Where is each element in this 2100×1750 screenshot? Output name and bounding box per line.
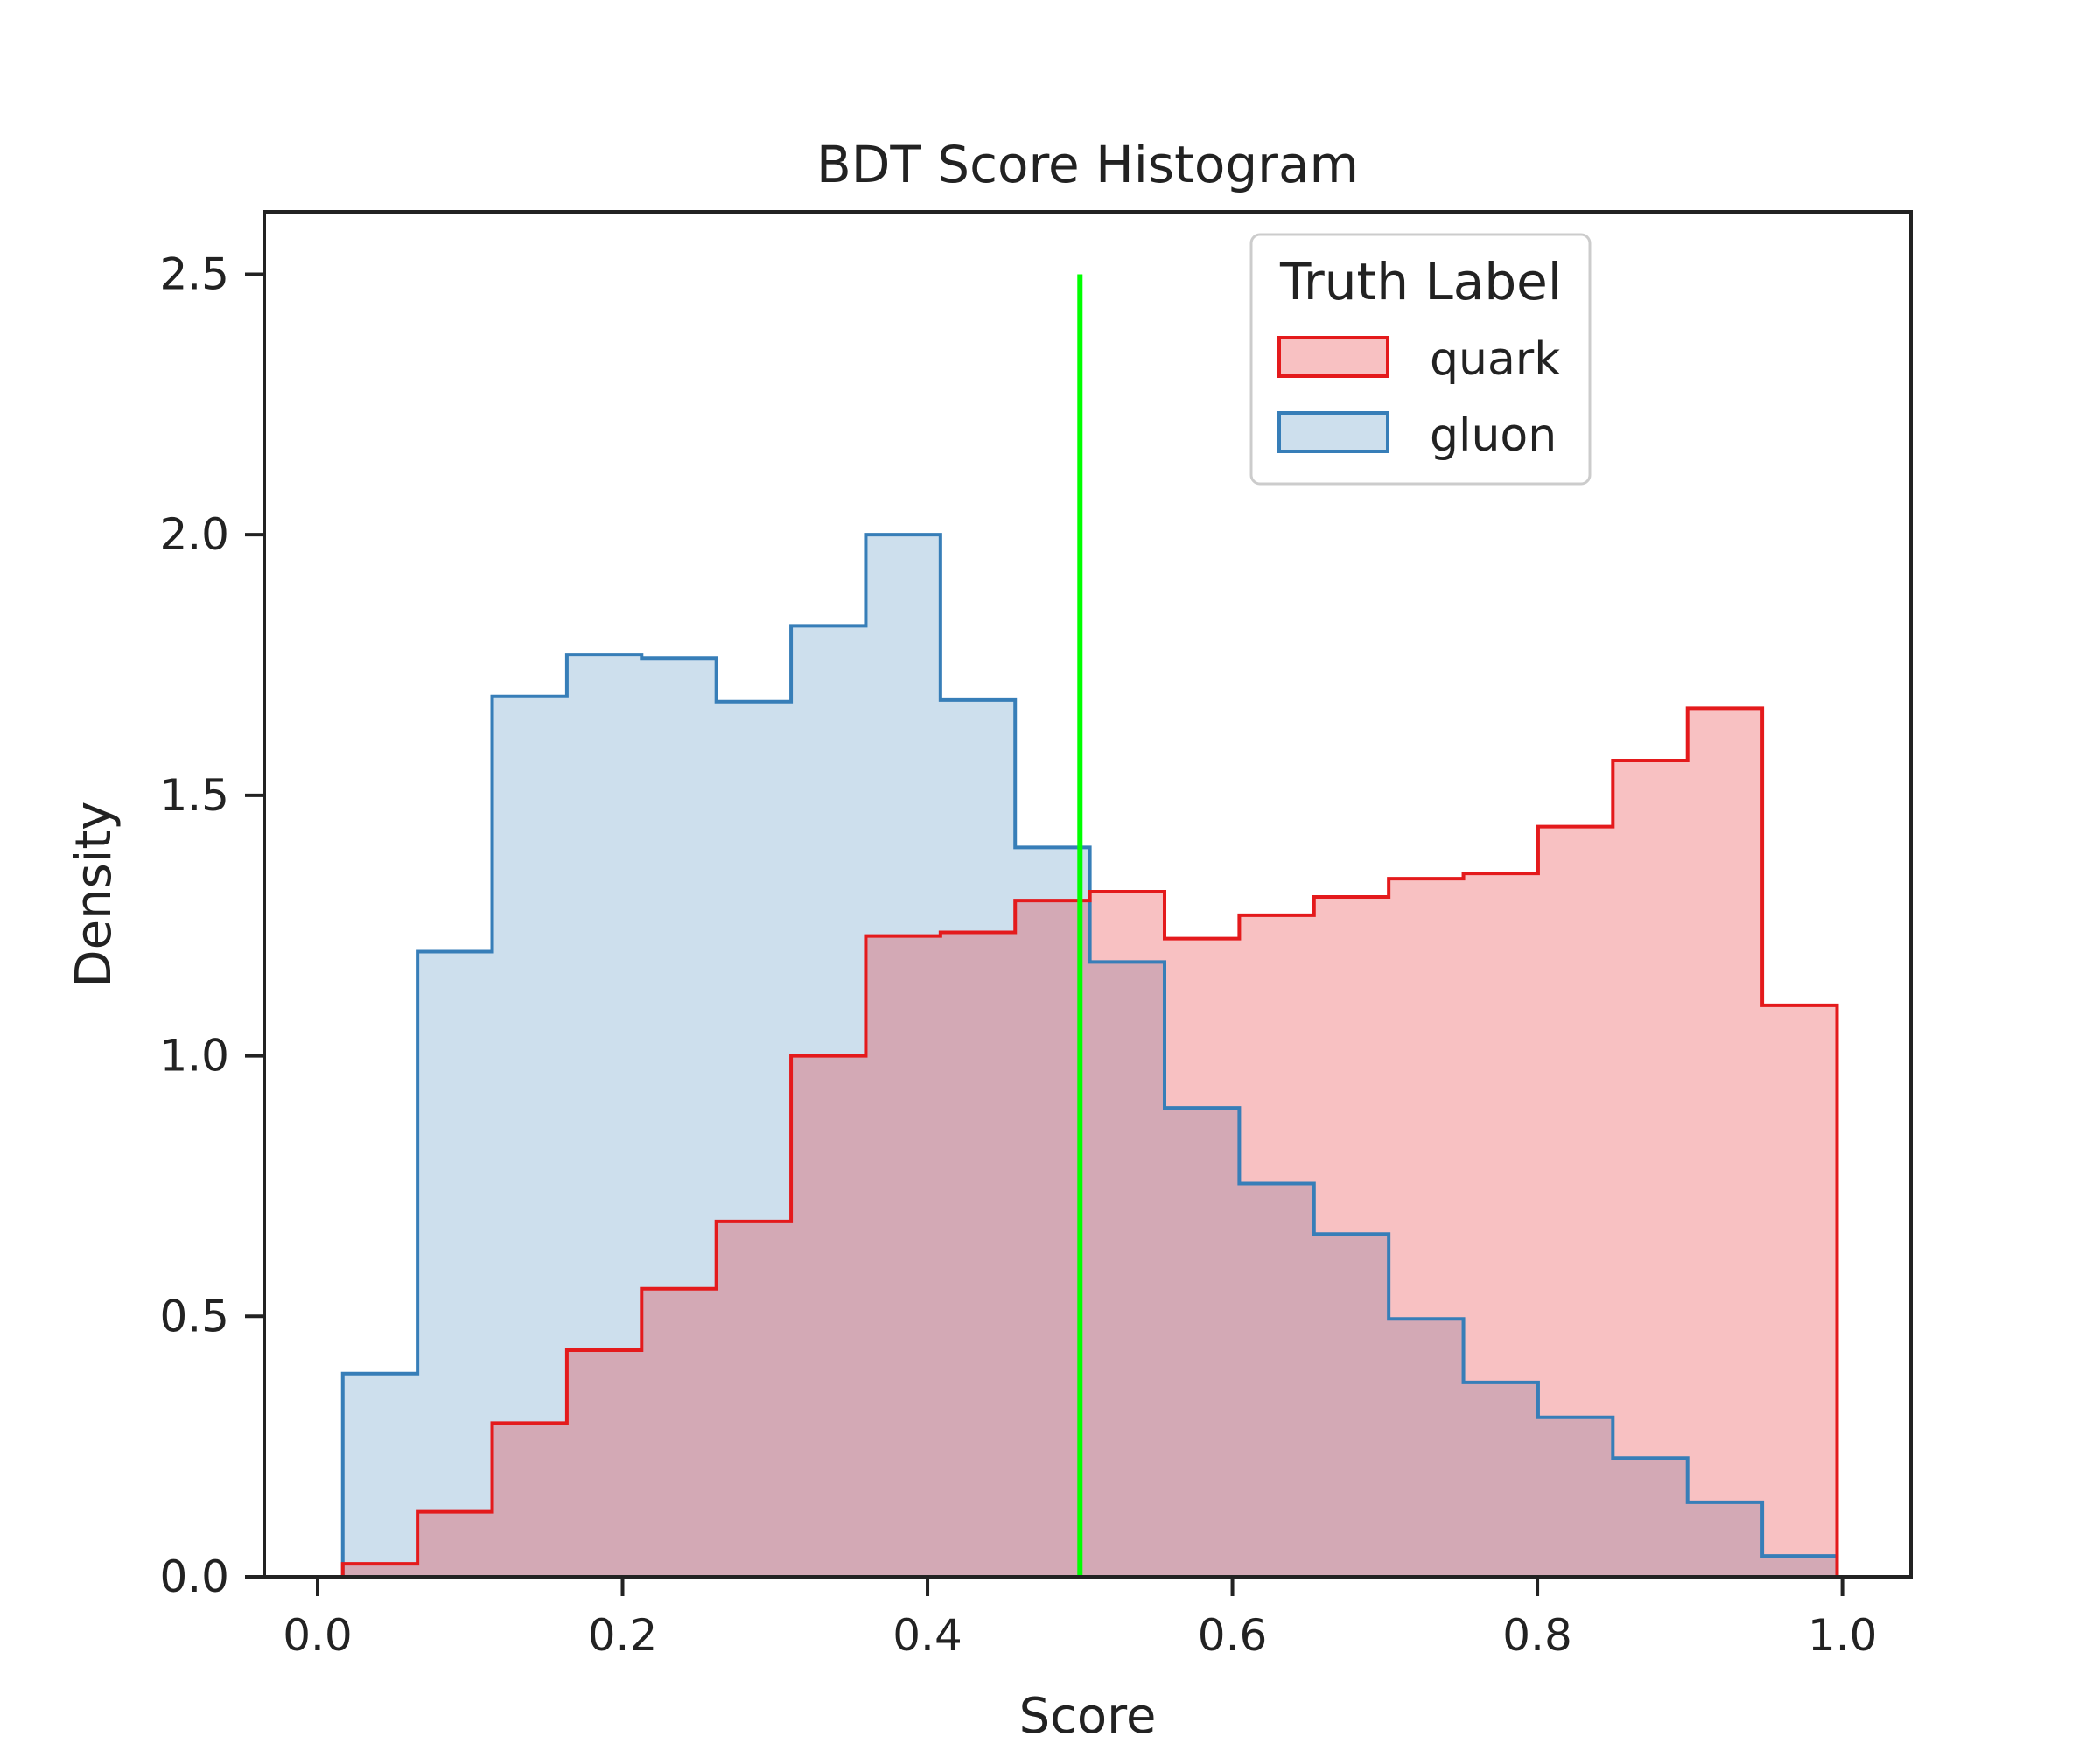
legend-swatch-gluon: [1278, 411, 1390, 453]
y-tick-label: 1.5: [159, 770, 229, 821]
y-tick-label: 0.0: [159, 1551, 229, 1602]
x-tick-label: 0.6: [1198, 1610, 1268, 1661]
legend-label-gluon: gluon: [1430, 410, 1557, 462]
y-axis-label: Density: [66, 802, 122, 988]
x-tick-label: 0.2: [588, 1610, 658, 1661]
x-tick-label: 1.0: [1808, 1610, 1878, 1661]
series-gluon-fill: [342, 535, 1838, 1577]
series-quark-line: [340, 706, 1839, 1577]
legend: Truth Label quark gluon: [1250, 233, 1592, 486]
x-axis-label: Score: [1019, 1688, 1157, 1745]
y-tick-label: 0.5: [159, 1291, 229, 1341]
series-gluon-line: [340, 533, 1839, 1577]
y-tick-label: 1.0: [159, 1031, 229, 1082]
x-tick-label: 0.4: [892, 1610, 962, 1661]
legend-box: [1250, 233, 1592, 486]
series-layer: [340, 533, 1839, 1577]
legend-swatch-quark: [1278, 336, 1390, 378]
x-tick-label: 0.8: [1502, 1610, 1572, 1661]
x-axis: 0.0 0.2 0.4 0.6 0.8 1.0: [283, 1577, 1877, 1661]
x-tick-label: 0.0: [283, 1610, 353, 1661]
y-tick-label: 2.0: [159, 509, 229, 560]
y-axis: 0.0 0.5 1.0 1.5 2.0 2.5: [159, 248, 264, 1602]
chart-title: BDT Score Histogram: [816, 135, 1359, 194]
y-tick-label: 2.5: [159, 248, 229, 299]
plot-frame: [262, 210, 1913, 1578]
legend-label-quark: quark: [1430, 333, 1560, 386]
legend-title: Truth Label: [1279, 252, 1562, 312]
